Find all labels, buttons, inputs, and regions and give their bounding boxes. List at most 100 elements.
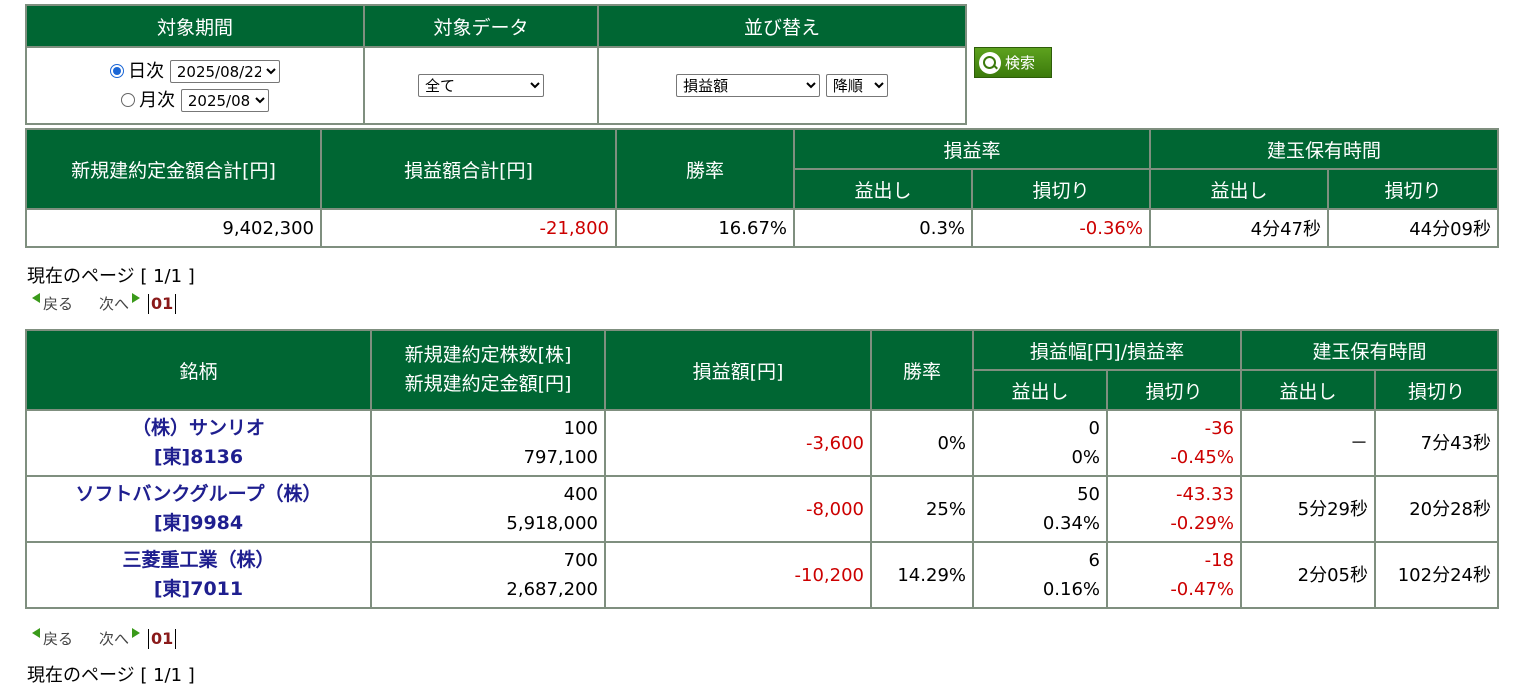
pl-value: -8,000 (604, 475, 872, 543)
qty-amount-cell: 700 2,687,200 (370, 541, 606, 609)
monthly-radio[interactable] (121, 92, 136, 107)
next-arrow-icon (132, 627, 141, 638)
prev-arrow-icon (32, 292, 40, 303)
loss-width: -43.33 (1175, 484, 1234, 505)
total-amount-value: 9,402,300 (25, 208, 322, 248)
qty-value: 400 (563, 484, 598, 505)
monthly-label: 月次 (139, 89, 176, 111)
header-rate-loss: 損切り (971, 168, 1151, 210)
qty-value: 100 (563, 418, 598, 439)
table-row: 三菱重工業（株） [東]7011 700 2,687,200 -10,200 1… (25, 541, 1499, 609)
prev-arrow-icon (32, 627, 40, 638)
daily-radio[interactable] (110, 63, 125, 78)
header-qty: 新規建約定株数[株] (404, 344, 572, 366)
range-profit-cell: 6 0.16% (972, 541, 1108, 609)
pager-bottom: 戻る 次へ 01 (32, 627, 177, 649)
stock-name-link[interactable]: ソフトバンクグループ（株） (75, 483, 322, 505)
summary-table: 新規建約定金額合計[円] 損益額合計[円] 勝率 損益率 建玉保有時間 益出し … (25, 128, 1499, 248)
sort-field-select[interactable]: 損益額 (676, 74, 821, 97)
amount-value: 2,687,200 (506, 579, 598, 600)
page-info-top: 現在のページ [ 1/1 ] (27, 266, 195, 287)
qty-amount-cell: 400 5,918,000 (370, 475, 606, 543)
win-rate-value: 25% (870, 475, 974, 543)
header-range-profit: 益出し (972, 369, 1108, 411)
profit-rate: 0.34% (1042, 513, 1100, 534)
table-row: （株）サンリオ [東]8136 100 797,100 -3,600 0% 0 … (25, 409, 1499, 477)
page-number-link[interactable]: 01 (148, 293, 177, 314)
stock-code-link[interactable]: [東]9984 (153, 512, 244, 534)
total-pl-value: -21,800 (320, 208, 617, 248)
profit-width: 50 (1077, 484, 1100, 505)
rate-profit-value: 0.3% (793, 208, 973, 248)
qty-value: 700 (563, 550, 598, 571)
win-rate-value: 14.29% (870, 541, 974, 609)
pager-top: 戻る 次へ 01 (32, 292, 177, 314)
amount-value: 797,100 (523, 447, 598, 468)
time-profit-value: － (1240, 409, 1376, 477)
header-stock: 銘柄 (25, 329, 372, 411)
monthly-date-select[interactable]: 2025/08 (180, 89, 269, 112)
data-cell: 全て (363, 46, 599, 125)
range-loss-cell: -18 -0.47% (1106, 541, 1242, 609)
header-period: 対象期間 (25, 4, 365, 48)
time-loss-value: 102分24秒 (1374, 541, 1499, 609)
rate-loss-value: -0.36% (971, 208, 1151, 248)
daily-row: 日次 2025/08/22 (28, 57, 362, 86)
win-rate-value: 0% (870, 409, 974, 477)
stock-name-link[interactable]: 三菱重工業（株） (122, 549, 275, 571)
time-loss-value: 44分09秒 (1327, 208, 1499, 248)
profit-rate: 0% (1071, 447, 1100, 468)
table-row: ソフトバンクグループ（株） [東]9984 400 5,918,000 -8,0… (25, 475, 1499, 543)
time-loss-value: 7分43秒 (1374, 409, 1499, 477)
profit-width: 6 (1088, 550, 1100, 571)
prev-link[interactable]: 戻る (43, 295, 74, 313)
profit-rate: 0.16% (1042, 579, 1100, 600)
header-rate-profit: 益出し (793, 168, 973, 210)
header-pl: 損益額[円] (604, 329, 872, 411)
sort-order-select[interactable]: 降順 (825, 74, 888, 97)
next-link[interactable]: 次へ (99, 630, 130, 648)
stock-code-link[interactable]: [東]7011 (153, 578, 244, 600)
pl-value: -10,200 (604, 541, 872, 609)
magnifier-icon (979, 51, 1001, 74)
stock-cell: 三菱重工業（株） [東]7011 (25, 541, 372, 609)
daily-date-select[interactable]: 2025/08/22 (169, 60, 280, 83)
header-time-profit: 益出し (1240, 369, 1376, 411)
header-amount: 新規建約定金額[円] (404, 373, 572, 395)
time-profit-value: 5分29秒 (1240, 475, 1376, 543)
stock-name-link[interactable]: （株）サンリオ (131, 417, 265, 439)
sort-cell: 損益額 降順 (597, 46, 967, 125)
header-sort: 並び替え (597, 4, 967, 48)
time-profit-value: 2分05秒 (1240, 541, 1376, 609)
header-qty-amount: 新規建約定株数[株] 新規建約定金額[円] (370, 329, 606, 411)
amount-value: 5,918,000 (506, 513, 598, 534)
header-win-rate: 勝率 (615, 128, 795, 210)
header-pl-rate: 損益率 (793, 128, 1151, 170)
header-range: 損益幅[円]/損益率 (972, 329, 1242, 371)
period-cell: 日次 2025/08/22 月次 2025/08 (25, 46, 365, 125)
time-profit-value: 4分47秒 (1149, 208, 1329, 248)
loss-rate: -0.45% (1170, 447, 1234, 468)
monthly-row: 月次 2025/08 (28, 86, 362, 115)
search-button[interactable]: 検索 (974, 47, 1052, 78)
data-select[interactable]: 全て (418, 74, 544, 97)
daily-label: 日次 (128, 60, 165, 82)
profit-width: 0 (1088, 418, 1100, 439)
stock-code-link[interactable]: [東]8136 (153, 446, 244, 468)
search-form-table: 対象期間 対象データ 並び替え 日次 2025/08/22 月次 2025/08… (25, 4, 967, 125)
header-time-loss: 損切り (1327, 168, 1499, 210)
header-range-loss: 損切り (1106, 369, 1242, 411)
header-time-profit: 益出し (1149, 168, 1329, 210)
results-table: 銘柄 新規建約定株数[株] 新規建約定金額[円] 損益額[円] 勝率 損益幅[円… (25, 329, 1499, 609)
range-profit-cell: 0 0% (972, 409, 1108, 477)
next-link[interactable]: 次へ (99, 295, 130, 313)
win-rate-value: 16.67% (615, 208, 795, 248)
page-number-link[interactable]: 01 (148, 628, 177, 649)
header-hold-time: 建玉保有時間 (1149, 128, 1499, 170)
header-total-pl: 損益額合計[円] (320, 128, 617, 210)
search-button-label: 検索 (1005, 54, 1036, 72)
header-win-rate: 勝率 (870, 329, 974, 411)
loss-width: -36 (1204, 418, 1234, 439)
range-profit-cell: 50 0.34% (972, 475, 1108, 543)
prev-link[interactable]: 戻る (43, 630, 74, 648)
